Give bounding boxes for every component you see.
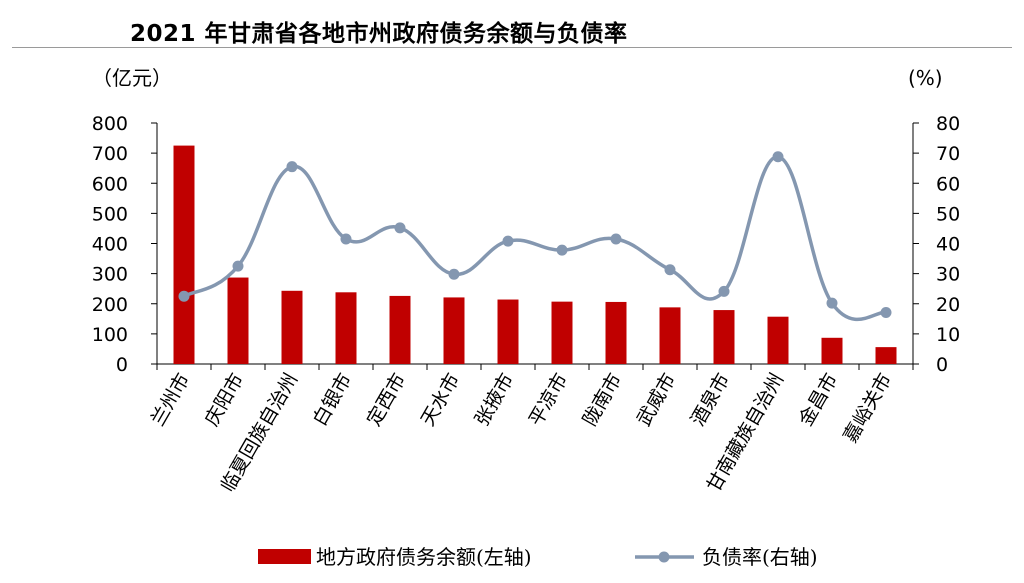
line-point <box>448 268 460 280</box>
category-label: 天水市 <box>417 370 465 430</box>
legend-line-marker <box>658 551 670 563</box>
chart-title: 2021 年甘肃省各地市州政府债务余额与负债率 <box>130 21 628 47</box>
left-tick-label: 500 <box>92 203 128 225</box>
title-divider <box>12 47 1012 48</box>
line-point <box>610 233 622 245</box>
right-tick-label: 50 <box>936 203 960 225</box>
bar <box>389 295 411 364</box>
left-tick-label: 600 <box>92 173 128 195</box>
right-tick-label: 10 <box>936 324 960 346</box>
bar <box>821 337 843 364</box>
right-tick-label: 0 <box>936 354 948 376</box>
left-tick-label: 200 <box>92 294 128 316</box>
left-tick-label: 800 <box>92 113 128 135</box>
right-tick-label: 60 <box>936 173 960 195</box>
left-tick-label: 100 <box>92 324 128 346</box>
line-point <box>556 244 568 256</box>
right-tick-label: 80 <box>936 113 960 135</box>
category-label: 嘉峪关市 <box>839 370 896 447</box>
line-point <box>340 233 352 245</box>
bar <box>551 301 573 364</box>
line-point <box>178 290 190 302</box>
category-label: 武威市 <box>633 370 681 430</box>
line-point <box>718 285 730 297</box>
bar <box>335 292 357 364</box>
bar <box>173 145 195 364</box>
line-point <box>394 222 406 234</box>
bar <box>497 299 519 364</box>
line-point <box>664 264 676 276</box>
line-point <box>880 306 892 318</box>
left-tick-label: 0 <box>116 354 128 376</box>
category-label: 平凉市 <box>525 370 573 430</box>
bar <box>767 316 789 364</box>
category-label: 金昌市 <box>795 370 843 430</box>
left-tick-label: 400 <box>92 234 128 256</box>
bar <box>659 307 681 364</box>
category-label: 庆阳市 <box>201 370 249 430</box>
category-label: 陇南市 <box>579 370 627 430</box>
bar <box>281 290 303 364</box>
bar <box>875 347 897 364</box>
category-label: 张掖市 <box>471 370 519 430</box>
category-label: 白银市 <box>309 370 357 430</box>
bar <box>227 277 249 364</box>
legend-bar-label: 地方政府债务余额(左轴) <box>316 545 532 569</box>
bar <box>605 301 627 364</box>
line-point <box>826 297 838 309</box>
legend-line-label: 负债率(右轴) <box>702 545 818 569</box>
line-point <box>286 161 298 173</box>
left-axis-unit: （亿元） <box>92 66 172 90</box>
right-tick-label: 20 <box>936 294 960 316</box>
legend-bar-swatch <box>258 549 311 564</box>
right-tick-label: 70 <box>936 143 960 165</box>
line-point <box>502 235 514 247</box>
category-label: 兰州市 <box>147 370 195 430</box>
category-label: 定西市 <box>363 370 411 430</box>
right-axis-unit: (%) <box>908 66 943 90</box>
right-tick-label: 30 <box>936 264 960 286</box>
bar <box>713 310 735 364</box>
bar <box>443 297 465 364</box>
left-tick-label: 700 <box>92 143 128 165</box>
line-point <box>232 260 244 272</box>
category-label: 酒泉市 <box>687 370 735 430</box>
line-point <box>772 151 784 163</box>
right-tick-label: 40 <box>936 234 960 256</box>
left-tick-label: 300 <box>92 264 128 286</box>
